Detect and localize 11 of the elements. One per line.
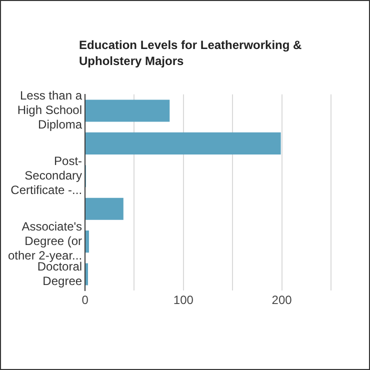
x-tick-label: 0 (82, 293, 89, 308)
y-tick-label: Less than a High School Diploma (17, 88, 82, 132)
x-tick-label: 200 (272, 293, 292, 308)
y-tick-label: Associate's Degree (or other 2-year... (8, 219, 82, 262)
x-tick-label: 100 (173, 293, 194, 308)
bar (86, 132, 281, 154)
chart-title: Education Levels for Leatherworking & Upholstery Majors (79, 37, 303, 69)
bar (86, 230, 89, 253)
bar (86, 198, 124, 220)
y-tick-label: Post-Secondary Certificate -... (10, 154, 82, 197)
bar (86, 100, 170, 122)
